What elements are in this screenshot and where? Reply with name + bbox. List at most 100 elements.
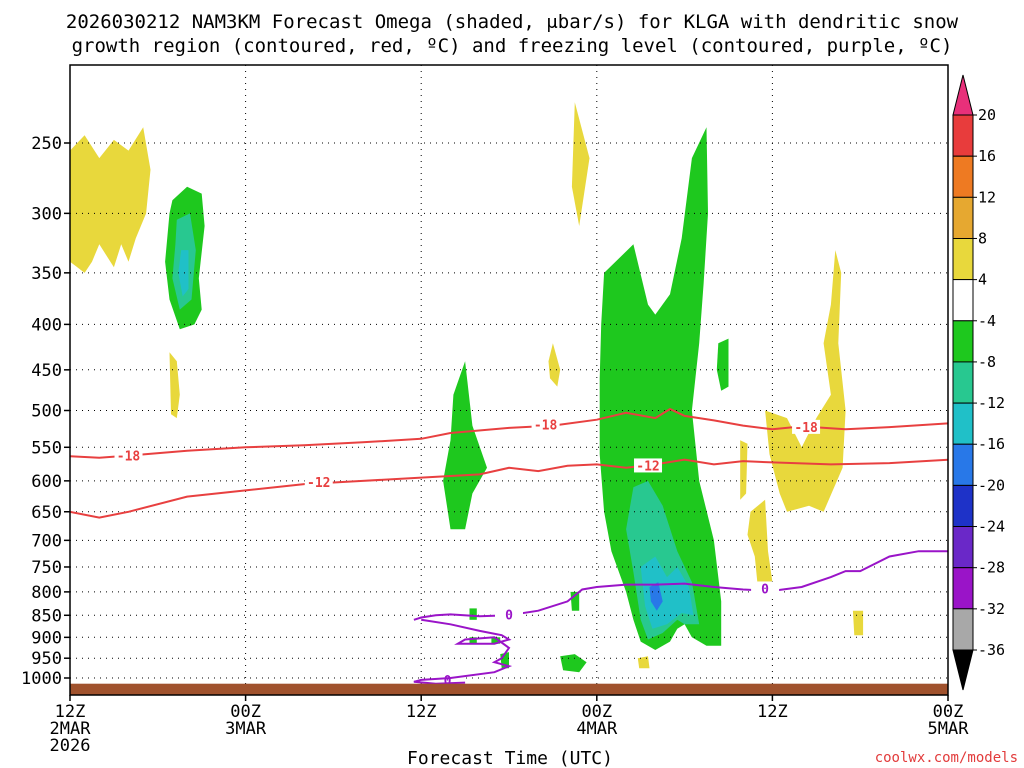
omega-region-upward-4-8-right-d xyxy=(852,610,864,636)
colorbar: 20 16 12 8 4 -4 -8 -12 -16 -20 -24 -28 -32 -36 xyxy=(952,74,1005,691)
y-tick-label-500: 500 xyxy=(31,402,62,422)
contour-label-bg xyxy=(792,419,821,434)
colorbar-box-10 xyxy=(952,526,974,569)
colorbar-label-2: 12 xyxy=(978,188,996,206)
x-tick-label-0-1: 2MAR xyxy=(50,719,92,739)
y-tick-label-550: 550 xyxy=(31,438,62,458)
y-tick-label-900: 900 xyxy=(31,628,62,648)
contour-label-bg xyxy=(751,581,780,596)
y-tick-label-600: 600 xyxy=(31,472,62,492)
chart-title-line2: growth region (contoured, red, ºC) and f… xyxy=(72,35,953,57)
omega-region-downward-20-24-main xyxy=(649,582,663,611)
colorbar-top-arrow xyxy=(952,74,974,116)
x-tick-label-60-1: 5MAR xyxy=(928,719,970,739)
x-axis-title: Forecast Time (UTC) xyxy=(407,748,613,768)
contour-label-dgz-minus-18-1: -18 xyxy=(534,419,558,434)
colorbar-box-3 xyxy=(952,238,974,281)
colorbar-box-8 xyxy=(952,443,974,486)
x-tick-label-36-0: 00Z xyxy=(581,702,612,722)
colorbar-label-1: 16 xyxy=(978,147,996,165)
y-tick-label-700: 700 xyxy=(31,531,62,551)
y-tick-label-1000: 1000 xyxy=(21,669,62,689)
colorbar-bottom-arrow xyxy=(952,649,974,691)
y-tick-label-450: 450 xyxy=(31,361,62,381)
terrain-strip xyxy=(70,683,948,695)
colorbar-box-4 xyxy=(952,279,974,322)
x-tick-label-24-0: 12Z xyxy=(406,702,437,722)
colorbar-box-2 xyxy=(952,196,974,240)
credit-link[interactable]: coolwx.com/models xyxy=(875,750,1018,766)
omega-region-upward-4-8-c xyxy=(548,343,561,387)
omega-region-upward-4-8-lower xyxy=(637,656,650,669)
omega-region-downward-4-8-small-4 xyxy=(469,608,477,620)
omega-region-downward-4-8-b xyxy=(443,361,487,530)
y-tick-label-850: 850 xyxy=(31,606,62,626)
y-tick-label-350: 350 xyxy=(31,264,62,284)
colorbar-box-6 xyxy=(952,361,974,404)
colorbar-label-12: -32 xyxy=(978,600,1005,618)
contour-label-freezing-level-1: 0 xyxy=(761,582,769,597)
y-tick-label-650: 650 xyxy=(31,503,62,523)
contour-label-bg xyxy=(114,448,143,463)
colorbar-label-6: -8 xyxy=(978,353,996,371)
omega-shaded-layer xyxy=(70,102,864,673)
contour-layer: -18 -18 -18 -12 -12 0 0 0 xyxy=(70,407,948,689)
colorbar-box-7 xyxy=(952,402,974,445)
colorbar-box-11 xyxy=(952,567,974,610)
colorbar-box-12 xyxy=(952,608,974,651)
axis-layer: 2503003504004505005506006507007508008509… xyxy=(21,64,970,756)
x-tick-label-60-0: 00Z xyxy=(933,702,964,722)
ground-layer xyxy=(70,683,948,695)
colorbar-label-3: 8 xyxy=(978,229,987,247)
contour-label-bg xyxy=(495,607,523,622)
omega-region-downward-4-8-small-2 xyxy=(560,654,587,673)
colorbar-label-11: -28 xyxy=(978,559,1005,577)
y-tick-label-950: 950 xyxy=(31,649,62,669)
colorbar-box-5 xyxy=(952,320,974,363)
y-tick-label-300: 300 xyxy=(31,204,62,224)
colorbar-label-0: 20 xyxy=(978,106,996,124)
x-tick-label-48-0: 12Z xyxy=(757,702,788,722)
y-tick-label-400: 400 xyxy=(31,315,62,335)
contour-label-bg xyxy=(634,458,663,473)
contour-label-dgz-minus-18-2: -18 xyxy=(794,421,818,436)
plot-frame xyxy=(69,64,949,696)
colorbar-label-9: -20 xyxy=(978,476,1005,494)
omega-region-downward-4-8-right xyxy=(716,338,729,391)
omega-region-upward-4-8-b xyxy=(169,352,180,419)
grid-layer xyxy=(69,65,949,695)
colorbar-label-7: -12 xyxy=(978,394,1005,412)
contour-label-bg xyxy=(304,474,333,489)
contour-dgz-minus-12 xyxy=(70,458,948,519)
contour-freezing-level xyxy=(413,550,948,621)
contour-label-dgz-minus-12-0: -12 xyxy=(307,476,330,491)
omega-region-upward-4-8-right-b xyxy=(747,499,773,587)
contour-freezing-level-lower xyxy=(413,618,513,685)
contour-label-dgz-minus-12-1: -12 xyxy=(636,459,659,474)
omega-region-upward-4-8-upper-left xyxy=(70,127,151,273)
contour-label-freezing-level-2: 0 xyxy=(444,674,452,689)
omega-region-upward-4-8-right-a xyxy=(740,440,748,500)
x-tick-label-12-1: 3MAR xyxy=(225,719,267,739)
colorbar-box-1 xyxy=(952,155,974,198)
omega-region-upward-4-8-d xyxy=(571,102,590,226)
x-tick-label-12-0: 00Z xyxy=(230,702,261,722)
colorbar-label-13: -36 xyxy=(978,641,1005,659)
colorbar-label-10: -24 xyxy=(978,518,1005,536)
x-tick-label-0-2: 2026 xyxy=(50,736,91,756)
contour-label-bg xyxy=(531,417,560,432)
colorbar-box-9 xyxy=(952,484,974,528)
x-tick-label-0-0: 12Z xyxy=(55,702,86,722)
contour-label-dgz-minus-18-0: -18 xyxy=(117,449,141,464)
x-tick-label-36-1: 4MAR xyxy=(576,719,618,739)
contour-label-freezing-level-0: 0 xyxy=(505,608,513,623)
y-tick-label-250: 250 xyxy=(31,134,62,154)
y-tick-label-750: 750 xyxy=(31,558,62,578)
colorbar-box-0 xyxy=(952,114,974,157)
omega-region-downward-12-16-main xyxy=(640,556,694,629)
chart-title-line1: 2026030212 NAM3KM Forecast Omega (shaded… xyxy=(66,11,959,33)
y-tick-label-800: 800 xyxy=(31,583,62,603)
colorbar-label-8: -16 xyxy=(978,435,1005,453)
omega-region-upward-4-8-right-c xyxy=(765,250,846,512)
